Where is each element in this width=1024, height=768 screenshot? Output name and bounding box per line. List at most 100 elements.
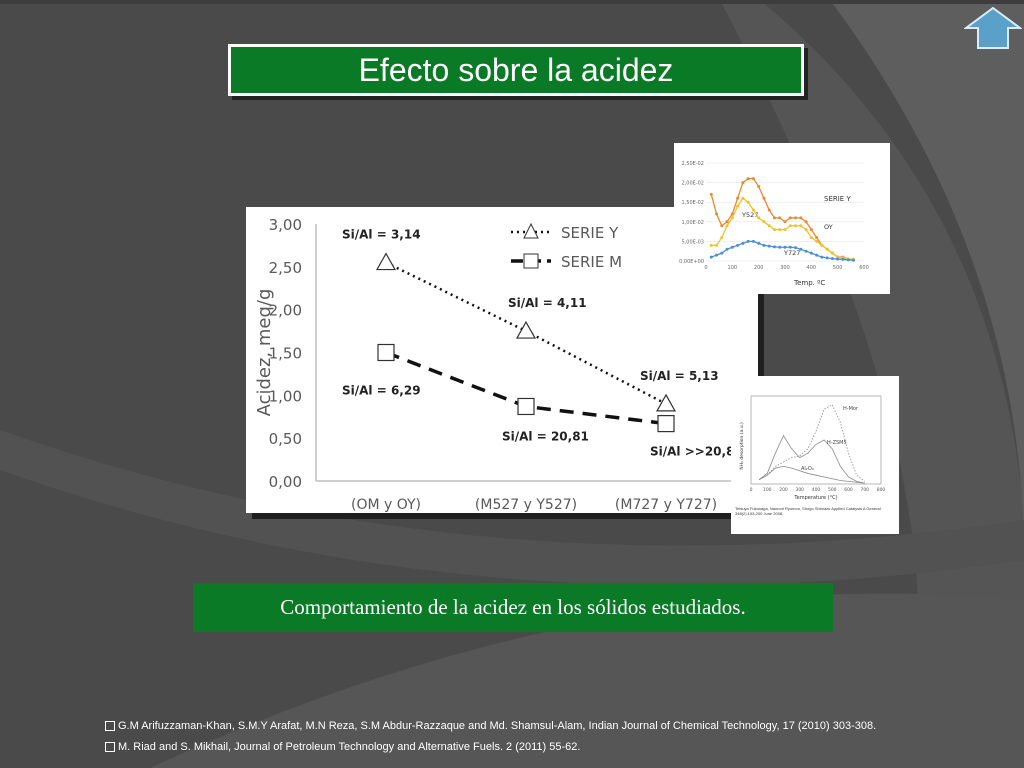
series-point — [825, 256, 829, 260]
y-tick-label: 2,50E-02 — [682, 161, 704, 167]
series-point — [762, 196, 766, 200]
series-point — [746, 239, 750, 243]
x-tick-label: 800 — [877, 487, 886, 493]
home-button[interactable] — [964, 6, 1022, 50]
series-point — [746, 177, 750, 181]
x-tick-label: (M727 y Y727) — [615, 497, 717, 513]
series-point — [804, 220, 808, 224]
series-point — [783, 220, 787, 224]
x-tick-label: 500 — [828, 487, 837, 493]
x-tick-label: 100 — [763, 487, 772, 493]
series-point — [715, 212, 719, 216]
y-tick-label: 1,50E-02 — [682, 200, 704, 206]
x-axis-title: Temp. ºC — [793, 279, 825, 287]
triangle-marker — [375, 252, 397, 271]
series-point — [720, 224, 724, 228]
series-point — [799, 216, 803, 220]
series-point — [725, 220, 729, 224]
legend-triangle-marker — [523, 222, 539, 239]
series-point — [772, 216, 776, 220]
series-point — [725, 247, 729, 251]
series-point — [788, 216, 792, 220]
reference-item: G.M Arifuzzaman-Khan, S.M.Y Arafat, M.N … — [105, 720, 1015, 732]
y-tick-label: 2,00E-02 — [682, 181, 704, 187]
slide-title: Efecto sobre la acidez — [228, 44, 804, 96]
series-point — [757, 241, 761, 245]
series-point — [788, 245, 792, 249]
y-tick-label: 2,50 — [269, 259, 302, 277]
reference-item: M. Riad and S. Mikhail, Journal of Petro… — [105, 741, 1015, 753]
series-point — [709, 243, 713, 247]
citation-caption: Tetsuya Fukunaga, Naonori Ryumon, Shogo … — [735, 506, 881, 516]
series-point — [794, 224, 798, 228]
series-line — [758, 465, 865, 484]
series-point — [820, 243, 824, 247]
series-point — [730, 216, 734, 220]
series-point — [736, 196, 740, 200]
series-line — [711, 197, 854, 261]
square-marker — [517, 397, 535, 416]
series-point — [736, 243, 740, 247]
y-axis-title: NH₃ desorption (a.u.) — [739, 422, 745, 470]
x-tick-label: 600 — [859, 265, 869, 271]
series-point — [751, 177, 755, 181]
series-point — [767, 208, 771, 212]
x-tick-label: 400 — [807, 265, 817, 271]
series-point — [767, 244, 771, 248]
series-point — [788, 224, 792, 228]
data-label: Si/Al = 20,81 — [502, 429, 589, 443]
series-point — [741, 196, 745, 200]
series-point — [794, 246, 798, 250]
series-label: H-ZSM5 — [827, 440, 847, 446]
references-list: G.M Arifuzzaman-Khan, S.M.Y Arafat, M.N … — [105, 720, 1015, 762]
series-point — [762, 220, 766, 224]
series-point — [830, 251, 834, 255]
series-point — [815, 235, 819, 239]
series-label: Y727 — [783, 249, 800, 257]
x-axis-title: Temperature (°C) — [793, 495, 837, 501]
series-point — [751, 208, 755, 212]
series-point — [851, 258, 855, 262]
series-point — [715, 243, 719, 247]
data-label: Si/Al = 5,13 — [640, 369, 719, 383]
y-tick-label: 0,50 — [269, 430, 302, 448]
y-tick-label: 1,50 — [269, 345, 302, 363]
series-point — [809, 235, 813, 239]
legend-square-marker — [523, 253, 539, 269]
y-tick-label: 2,00 — [269, 302, 302, 320]
legend-label: SERIE Y — [561, 224, 619, 242]
x-tick-label: 100 — [728, 265, 738, 271]
series-point — [757, 185, 761, 189]
series-point — [772, 245, 776, 249]
y-axis-title: Acidez, meq/g — [254, 289, 275, 417]
reference-text: M. Riad and S. Mikhail, Journal of Petro… — [118, 741, 581, 753]
series-point — [783, 228, 787, 232]
series-point — [778, 216, 782, 220]
series-point — [720, 251, 724, 255]
series-point — [751, 239, 755, 243]
series-label: OY — [824, 223, 833, 231]
series-point — [815, 253, 819, 257]
x-tick-label: 600 — [844, 487, 853, 493]
series-label: H-Mor — [843, 406, 859, 412]
acidity-chart-card: 0,00 0,50 1,00 1,50 2,00 2,50 3,00 (OM y OY) (M5… — [246, 207, 758, 513]
series-point — [804, 228, 808, 232]
legend-label: SERIE M — [561, 253, 622, 271]
legend-title: SERIE Y — [824, 195, 851, 203]
x-tick-label: 300 — [780, 265, 790, 271]
series-point — [746, 200, 750, 204]
series-label: Y527 — [741, 211, 758, 219]
x-tick-label: 700 — [860, 487, 869, 493]
series-point — [767, 224, 771, 228]
series-point — [809, 251, 813, 255]
series-point — [741, 181, 745, 185]
series-label: Al₂O₃ — [801, 466, 814, 472]
x-tick-label: 500 — [833, 265, 843, 271]
series-point — [715, 253, 719, 257]
y-tick-label: 3,00 — [269, 216, 302, 234]
triangle-marker — [655, 393, 677, 412]
acidity-chart: 0,00 0,50 1,00 1,50 2,00 2,50 3,00 (OM y OY) (M5… — [254, 216, 743, 513]
series-point — [841, 257, 845, 261]
square-marker — [657, 415, 675, 433]
tpd-zeolites-chart: 0 100 200 300 400 500 600 700 800 Temperature (°C… — [735, 395, 886, 516]
